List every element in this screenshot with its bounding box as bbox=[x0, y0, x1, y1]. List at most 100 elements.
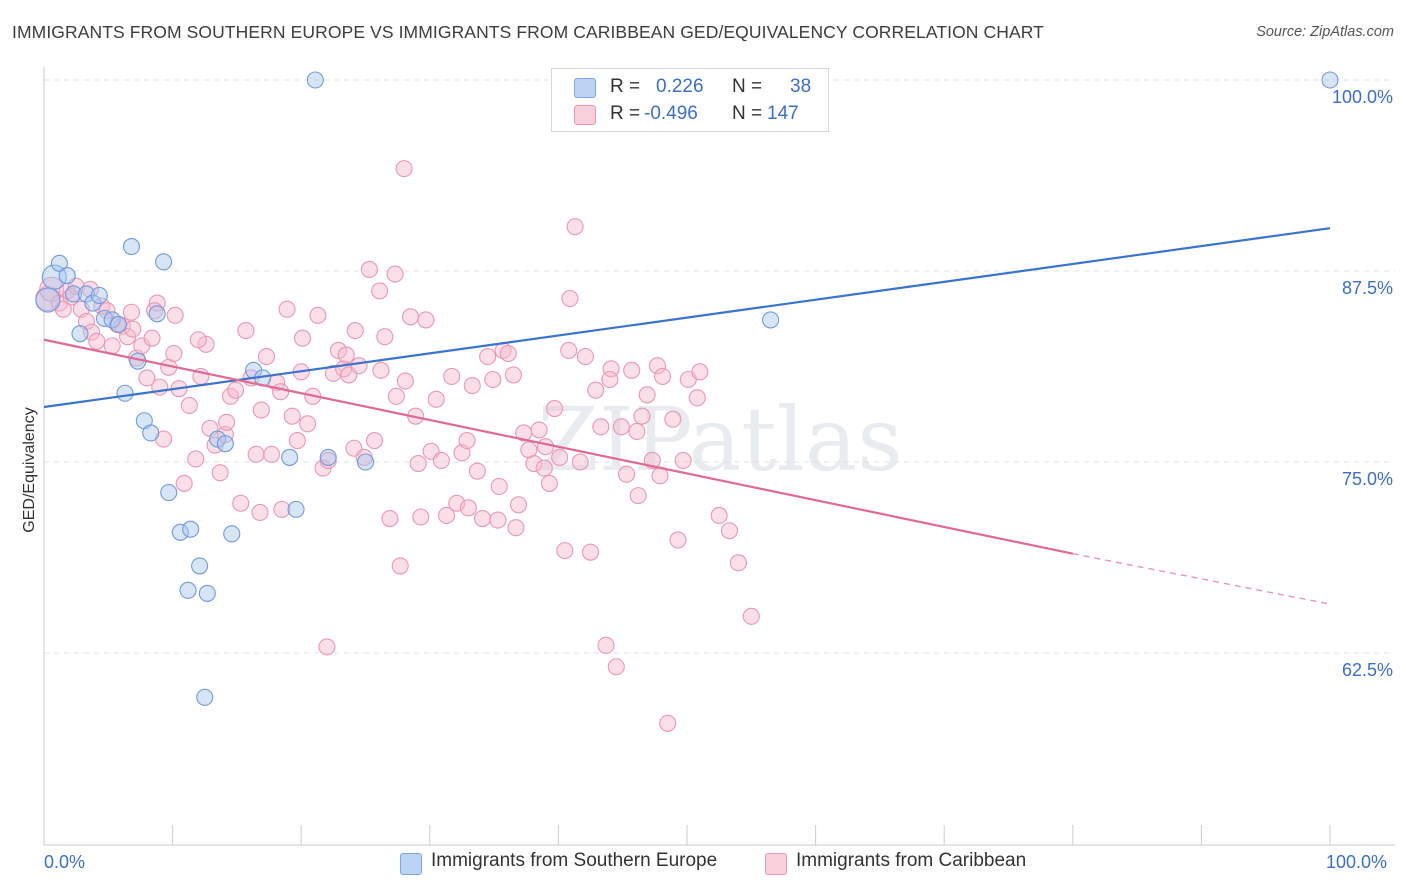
point-caribbean-92 bbox=[509, 496, 528, 514]
point-caribbean-34 bbox=[211, 464, 229, 482]
y-tick-label-2: 75.0% bbox=[1342, 469, 1393, 489]
point-caribbean-117 bbox=[638, 386, 656, 404]
y-axis-label: GED/Equivalency bbox=[21, 407, 38, 533]
point-caribbean-77 bbox=[432, 451, 450, 470]
point-caribbean-129 bbox=[729, 554, 747, 572]
point-southern-europe-21 bbox=[182, 520, 200, 538]
point-caribbean-70 bbox=[396, 372, 414, 390]
point-caribbean-48 bbox=[283, 407, 301, 425]
watermark: ZIPatlas bbox=[538, 388, 903, 491]
point-southern-europe-31 bbox=[306, 71, 324, 89]
point-southern-europe-17 bbox=[148, 305, 166, 323]
y-tick-label-1: 87.5% bbox=[1342, 278, 1393, 298]
x-tick-label-max: 100.0% bbox=[1326, 852, 1388, 872]
point-caribbean-130 bbox=[742, 607, 760, 625]
point-southern-europe-25 bbox=[216, 435, 234, 453]
point-caribbean-148 bbox=[459, 499, 477, 517]
point-caribbean-50 bbox=[293, 329, 312, 347]
point-caribbean-38 bbox=[232, 494, 250, 512]
point-caribbean-12 bbox=[103, 337, 121, 355]
point-caribbean-47 bbox=[278, 300, 296, 318]
point-caribbean-79 bbox=[443, 367, 461, 385]
point-caribbean-71 bbox=[401, 308, 420, 326]
point-caribbean-67 bbox=[381, 509, 399, 528]
point-caribbean-44 bbox=[263, 445, 281, 463]
legend-n-value: 147 bbox=[767, 103, 799, 124]
point-caribbean-85 bbox=[473, 509, 492, 528]
point-caribbean-84 bbox=[468, 462, 486, 480]
point-caribbean-88 bbox=[489, 511, 507, 529]
point-caribbean-73 bbox=[412, 508, 430, 526]
point-caribbean-115 bbox=[628, 422, 646, 440]
point-caribbean-102 bbox=[561, 289, 579, 308]
point-caribbean-64 bbox=[365, 432, 384, 450]
legend-n-label: N = bbox=[732, 103, 763, 124]
point-caribbean-90 bbox=[499, 344, 517, 363]
point-caribbean-96 bbox=[530, 421, 548, 439]
point-caribbean-127 bbox=[710, 506, 728, 525]
point-caribbean-132 bbox=[318, 638, 336, 656]
point-caribbean-128 bbox=[720, 522, 738, 540]
point-caribbean-134 bbox=[346, 322, 364, 340]
point-caribbean-107 bbox=[587, 381, 605, 399]
point-caribbean-143 bbox=[272, 383, 290, 401]
point-caribbean-65 bbox=[371, 282, 389, 300]
legend-r-label: R = bbox=[610, 103, 641, 124]
point-caribbean-123 bbox=[669, 531, 687, 549]
point-southern-europe-5 bbox=[71, 325, 89, 343]
source-label: Source: ZipAtlas.com bbox=[1256, 24, 1394, 40]
legend-box: R = 0.226 N = 38 R = -0.496 N = 147 bbox=[551, 68, 829, 132]
point-caribbean-156 bbox=[688, 389, 706, 407]
point-caribbean-103 bbox=[566, 218, 584, 236]
point-caribbean-142 bbox=[251, 503, 269, 521]
point-caribbean-51 bbox=[299, 415, 317, 433]
point-caribbean-116 bbox=[633, 407, 651, 425]
point-caribbean-27 bbox=[175, 474, 193, 492]
legend-swatch-blue bbox=[574, 78, 596, 98]
y-tick-label-0: 100.0% bbox=[1332, 87, 1393, 107]
point-southern-europe-32 bbox=[319, 448, 337, 466]
point-caribbean-78 bbox=[437, 506, 456, 525]
point-caribbean-140 bbox=[189, 331, 207, 349]
point-caribbean-149 bbox=[490, 477, 508, 495]
point-caribbean-141 bbox=[218, 413, 236, 431]
point-caribbean-37 bbox=[227, 381, 245, 399]
point-caribbean-137 bbox=[124, 320, 142, 338]
point-caribbean-29 bbox=[187, 450, 205, 468]
point-caribbean-61 bbox=[350, 357, 368, 375]
point-caribbean-86 bbox=[479, 348, 497, 366]
point-caribbean-133 bbox=[337, 346, 355, 364]
point-caribbean-122 bbox=[664, 410, 682, 428]
point-caribbean-104 bbox=[571, 453, 589, 471]
point-caribbean-155 bbox=[651, 467, 669, 485]
point-caribbean-120 bbox=[654, 367, 672, 385]
point-southern-europe-29 bbox=[281, 448, 299, 466]
bottom-legend-southern-europe: Immigrants from Southern Europe bbox=[431, 850, 718, 871]
point-caribbean-83 bbox=[463, 377, 481, 395]
point-southern-europe-23 bbox=[198, 584, 216, 602]
point-caribbean-106 bbox=[581, 543, 600, 561]
point-caribbean-152 bbox=[560, 341, 578, 360]
point-caribbean-91 bbox=[504, 366, 522, 384]
point-caribbean-150 bbox=[507, 519, 525, 537]
bottom-legend-swatch-pink bbox=[765, 853, 787, 875]
point-caribbean-145 bbox=[372, 361, 390, 379]
point-caribbean-39 bbox=[237, 322, 255, 340]
point-caribbean-100 bbox=[551, 448, 569, 466]
trend-line-southern-europe bbox=[43, 227, 1331, 409]
point-caribbean-63 bbox=[360, 260, 378, 279]
series-caribbean-points bbox=[35, 160, 760, 732]
point-caribbean-82 bbox=[458, 432, 476, 450]
point-southern-europe-18 bbox=[155, 253, 173, 271]
point-caribbean-99 bbox=[545, 399, 564, 418]
point-caribbean-49 bbox=[288, 432, 306, 450]
point-caribbean-9 bbox=[88, 332, 106, 350]
point-southern-europe-20 bbox=[171, 523, 189, 541]
point-southern-europe-35 bbox=[196, 688, 214, 706]
point-southern-europe-22 bbox=[191, 557, 209, 575]
point-southern-europe-33 bbox=[356, 453, 375, 471]
point-caribbean-146 bbox=[387, 387, 405, 405]
series-southern-europe-points bbox=[35, 71, 1339, 706]
point-southern-europe-3 bbox=[58, 267, 76, 285]
